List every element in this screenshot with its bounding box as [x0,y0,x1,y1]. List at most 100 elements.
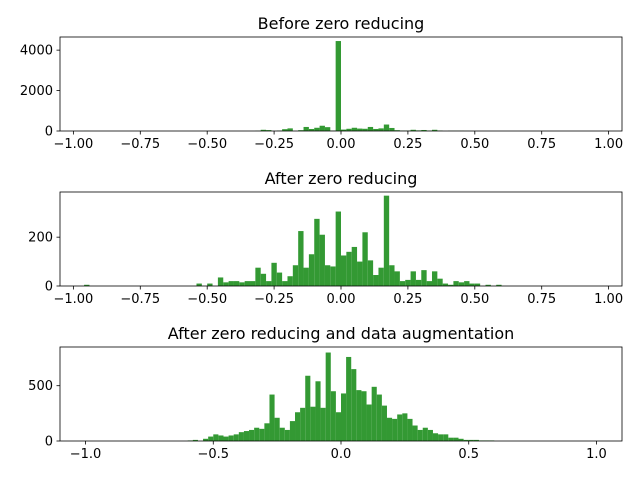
x-tick-label: 0.50 [460,292,489,307]
histogram-bar [448,438,453,441]
histogram-bar [437,279,442,286]
x-tick-label: 0.5 [458,447,479,462]
histogram-bar [397,414,402,441]
histogram-bar [264,423,269,441]
histogram-bar [352,247,357,286]
histogram-bar [423,428,428,441]
subplot-1: Before zero reducing−1.00−0.75−0.50−0.25… [20,14,623,152]
histogram-bar [314,219,319,286]
histogram-bar [421,270,426,286]
histogram-bar [336,41,341,131]
histogram-bar [320,126,325,131]
histogram-bar [433,433,438,441]
histogram-bar [245,281,250,286]
histogram-bar [367,405,372,441]
x-tick-label: 0.00 [327,292,356,307]
histogram-bar [298,231,303,286]
histogram-bar [223,437,228,441]
histogram-bar [438,434,443,441]
histogram-bar [418,430,423,441]
x-tick-label: −0.5 [197,447,229,462]
histogram-bar [213,434,218,441]
y-tick-label: 2000 [20,84,53,99]
histogram-bar [234,281,239,286]
histogram-bar [234,434,239,441]
x-tick-label: −0.50 [187,292,227,307]
histogram-bar [373,275,378,286]
histogram-bar [357,262,362,286]
histogram-bar [453,438,458,441]
histogram-bar [407,419,412,441]
histogram-bar [315,381,320,441]
x-tick-label: 0.75 [527,137,556,152]
histogram-bar [285,430,290,441]
y-tick-label: 0 [45,435,53,450]
x-tick-label: −1.00 [53,137,93,152]
histogram-bar [384,125,389,131]
histogram-bar [405,280,410,286]
histogram-bar [208,437,213,441]
x-tick-label: −1.0 [70,447,102,462]
histogram-bar [402,413,407,441]
chart-title: After zero reducing and data augmentatio… [168,324,515,343]
histogram-bar [341,255,346,286]
histogram-bar [368,127,373,131]
histogram-bar [304,268,309,286]
subplot-3: After zero reducing and data augmentatio… [28,324,622,462]
histogram-bar [378,268,383,286]
chart-title: Before zero reducing [258,14,425,33]
histogram-bar [300,408,305,441]
chart-title: After zero reducing [265,169,418,188]
histogram-bar [282,281,287,286]
histogram-bar [432,271,437,286]
histogram-bar [346,357,351,441]
x-tick-label: −0.75 [120,137,160,152]
x-tick-label: −0.50 [187,137,227,152]
histogram-bar [287,276,292,286]
histogram-bar [356,390,361,441]
y-tick-label: 4000 [20,44,53,59]
histogram-bar [277,273,282,286]
x-tick-label: 0.25 [393,137,422,152]
histogram-bar [389,128,394,131]
histogram-bar [368,260,373,286]
histogram-bar [459,282,464,286]
x-tick-label: 1.00 [594,137,623,152]
histogram-bar [464,281,469,286]
histogram-bar [400,281,405,286]
histogram-bar [271,263,276,286]
histogram-bar [331,391,336,441]
histogram-bar [309,254,314,286]
histogram-bar [223,282,228,286]
x-tick-label: −0.25 [254,292,294,307]
histogram-bar [305,376,310,441]
histogram-bar [229,281,234,286]
x-tick-label: 0.75 [527,292,556,307]
histogram-bar [229,435,234,441]
histogram-bar [250,281,255,286]
x-tick-label: 0.00 [327,137,356,152]
histogram-bar [372,387,377,441]
histogram-bar [218,277,223,286]
histogram-bar [416,280,421,286]
histogram-bar [321,408,326,441]
histogram-bar [387,418,392,441]
histogram-bar [280,428,285,441]
histogram-bar [392,419,397,441]
histogram-bar [239,432,244,441]
histogram-bar [389,265,394,286]
y-tick-label: 0 [45,280,53,295]
histogram-bar [346,252,351,286]
histogram-bar [275,418,280,441]
histogram-bar [326,353,331,441]
histogram-bar [259,429,264,441]
histogram-bar [382,406,387,441]
histogram-bar [239,282,244,286]
histogram-bar [336,412,341,441]
x-tick-label: −1.00 [53,292,93,307]
histogram-bar [293,265,298,286]
histogram-bar [453,281,458,286]
histogram-bar [427,281,432,286]
